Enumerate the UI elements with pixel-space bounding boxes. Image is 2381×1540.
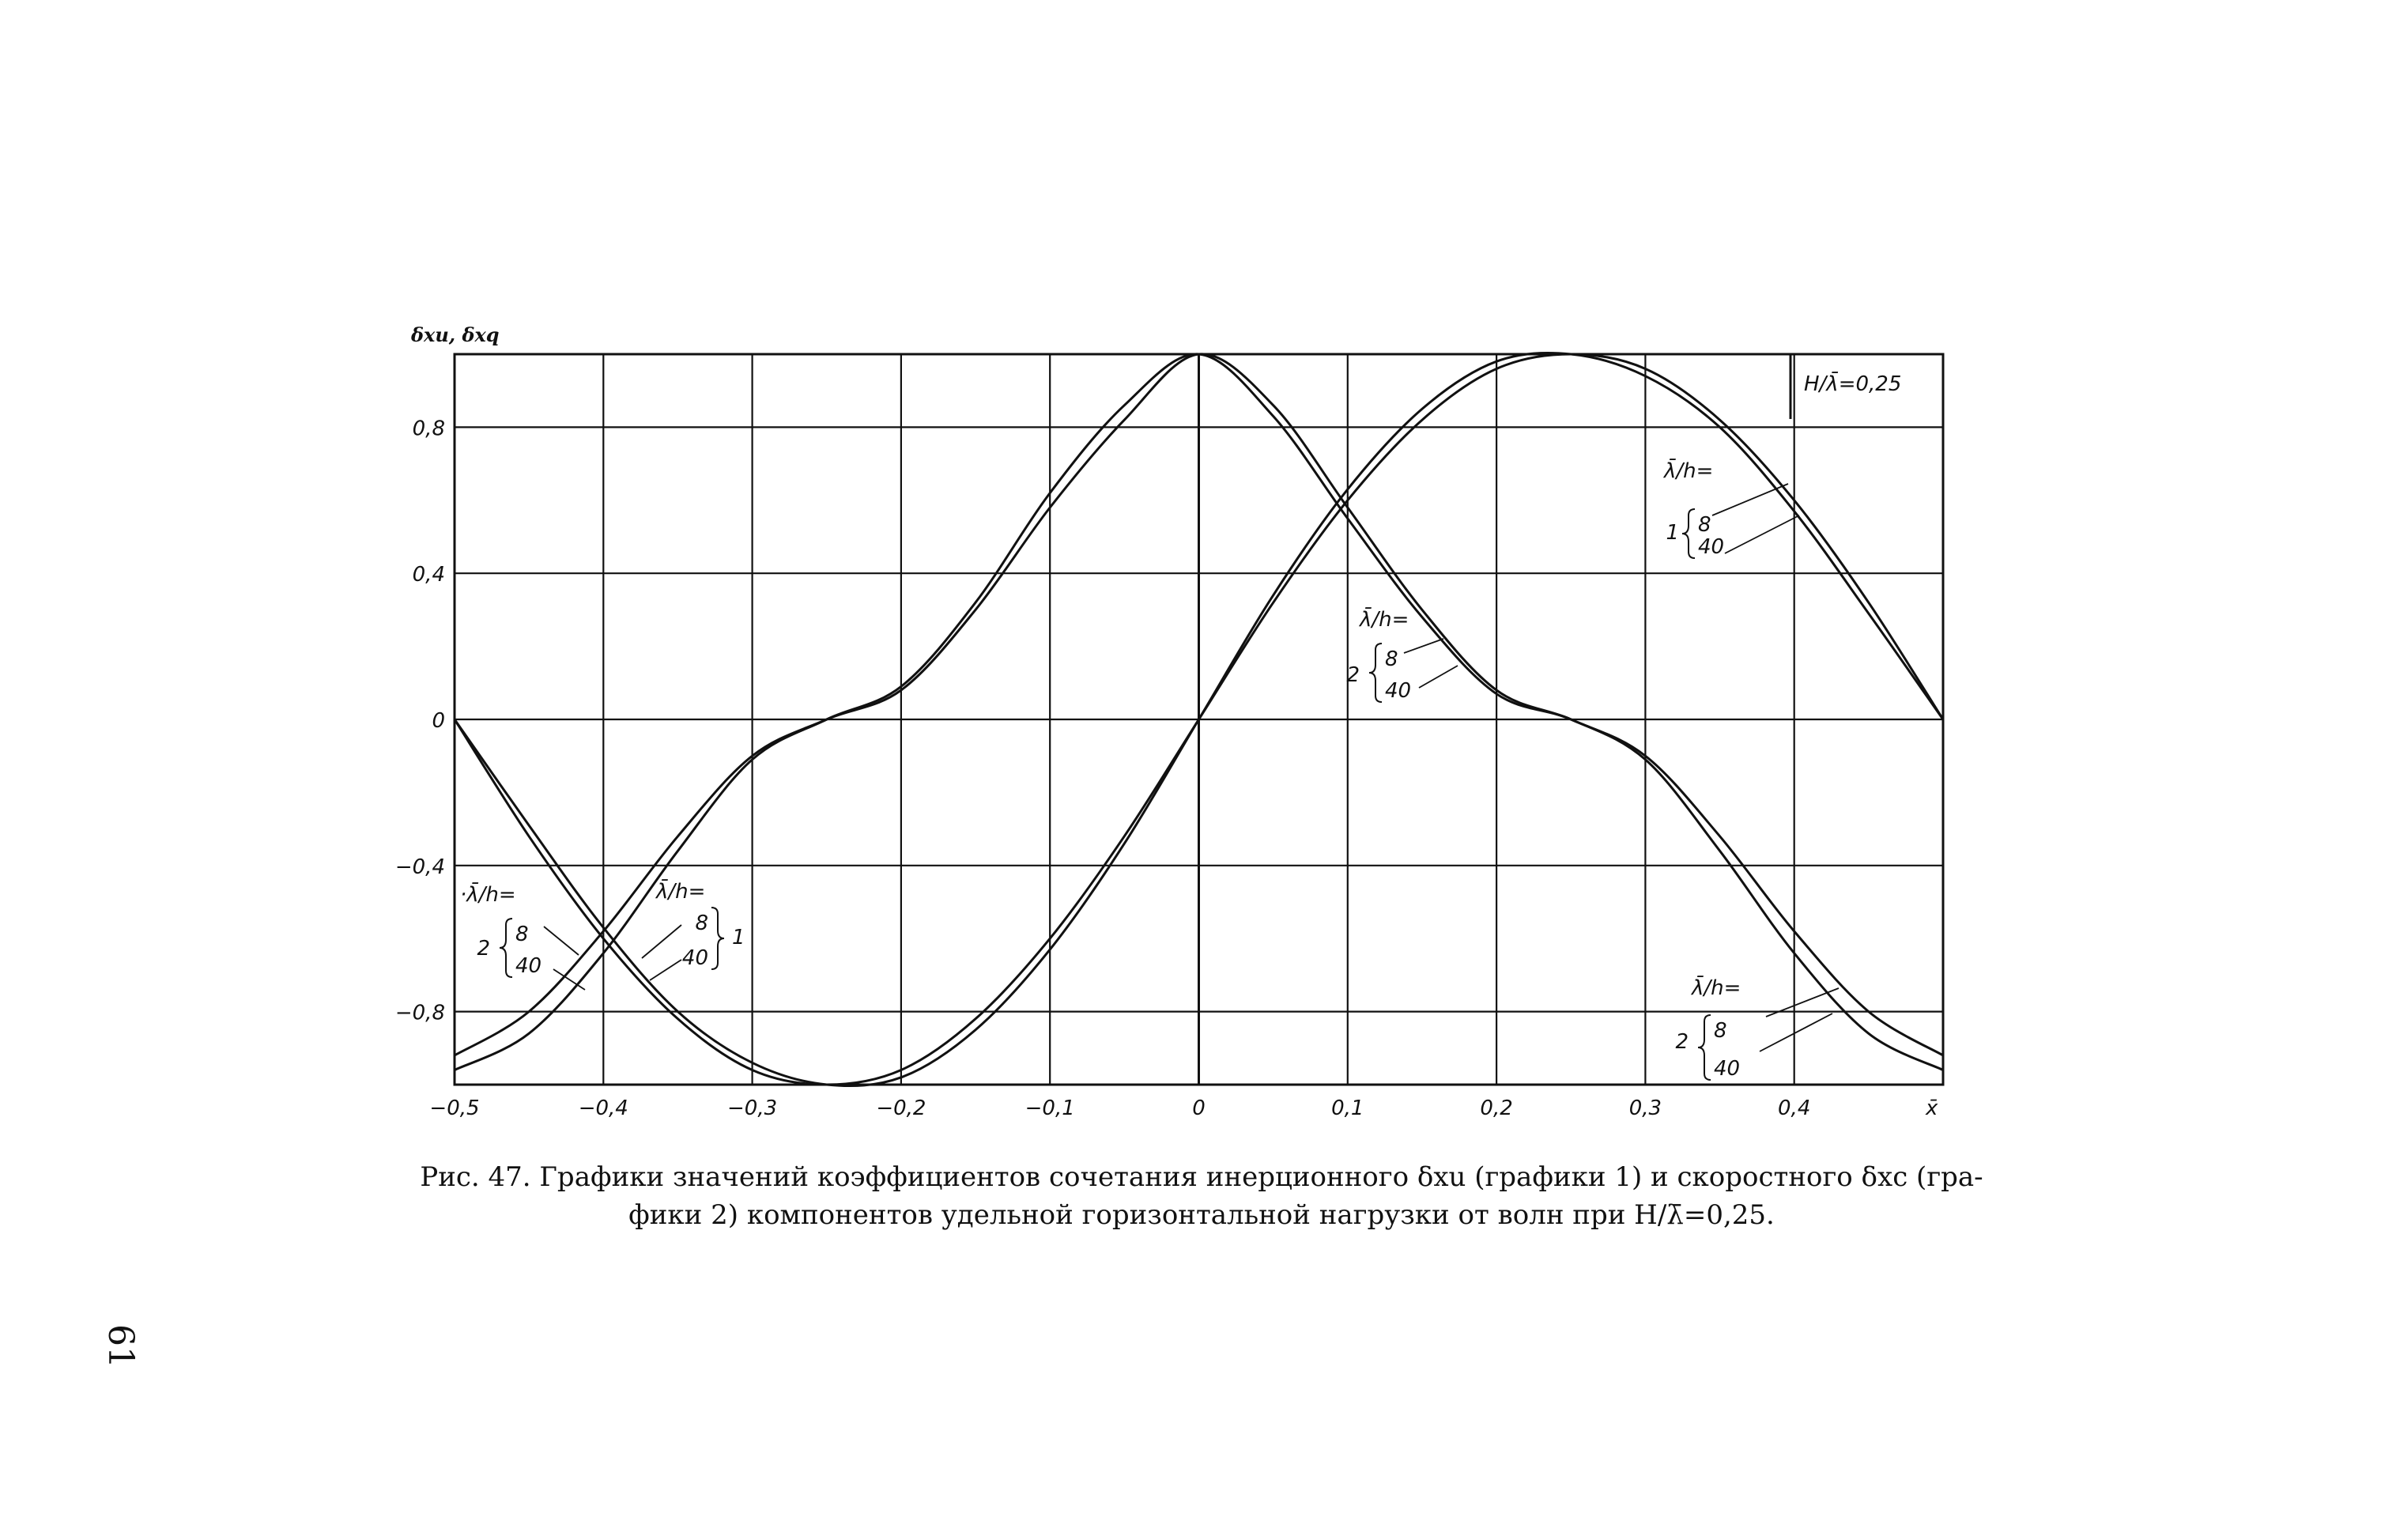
curves (453, 351, 1945, 1088)
x-axis-label: x̄ (1925, 1096, 1938, 1120)
y-tick-label-2: 0 (432, 709, 445, 733)
annotation-group: 2 (477, 937, 490, 961)
caption-line-1: Рис. 47. Графики значений коэффициентов … (420, 1161, 1983, 1193)
annotation-brace (499, 918, 513, 978)
annotation-ann-left-2: ·λ̄/h= 2 8 40 (460, 881, 586, 991)
annotation-ann-bottom-right: λ̄/h= 2 8 40 (1675, 975, 1840, 1081)
annotation-group: 1 (1666, 521, 1679, 545)
caption-line-2: фики 2) компонентов удельной горизонталь… (628, 1199, 1775, 1231)
y-tick-label-4: −0,8 (395, 1002, 445, 1025)
series-1-40 (453, 351, 1945, 1088)
annotation-brace (1697, 1014, 1711, 1081)
legend-box: H/λ̄=0,25 (1789, 354, 1901, 419)
annotation-brace (711, 907, 725, 970)
annotation-value-0: 8 (515, 923, 529, 946)
x-tick-label-4: −0,1 (1025, 1096, 1075, 1120)
annotation-leader-0 (1711, 483, 1789, 516)
annotation-lead: λ̄/h= (1690, 975, 1741, 1000)
annotation-lead: ·λ̄/h= (460, 881, 516, 907)
x-tick-label-7: 0,2 (1480, 1096, 1512, 1120)
annotation-value-1: 40 (682, 946, 708, 970)
annotation-leader-1 (553, 968, 586, 991)
annotation-lead: λ̄/h= (1358, 606, 1409, 632)
annotation-value-1: 40 (515, 954, 541, 978)
annotation-value-1: 40 (1714, 1057, 1740, 1081)
annotation-group: 2 (1675, 1030, 1689, 1054)
y-tick-label-1: 0,4 (413, 563, 445, 587)
annotation-leader-0 (543, 926, 579, 956)
annotation-value-0: 8 (1698, 513, 1711, 537)
x-tick-label-9: 0,4 (1778, 1096, 1810, 1120)
tick-labels: −0,5 −0,4 −0,3 −0,2 −0,1 0 0,1 0,2 0,3 0,4 0,8 0,4 0… (395, 417, 1811, 1120)
annotation-brace (1681, 508, 1696, 559)
annotation-ann-top-right: λ̄/h= 1 840 (1662, 458, 1800, 559)
y-tick-label-3: −0,4 (395, 855, 445, 879)
annotation-lead: λ̄/h= (1662, 458, 1713, 483)
annotation-leader-0 (1403, 638, 1444, 654)
annotation-leader-1 (649, 959, 682, 981)
x-tick-label-8: 0,3 (1629, 1096, 1662, 1120)
x-tick-label-2: −0,3 (727, 1096, 777, 1120)
figure-caption: Рис. 47. Графики значений коэффициентов … (411, 1158, 1992, 1234)
annotation-leader-1 (1724, 515, 1800, 554)
annotation-leader-0 (1765, 987, 1840, 1017)
annotation-group: 2 (1346, 663, 1360, 687)
annotation-leader-1 (1418, 665, 1458, 689)
annotation-leader-0 (641, 924, 682, 959)
annotation-brace (1368, 643, 1383, 703)
x-tick-label-0: −0,5 (429, 1096, 479, 1120)
x-tick-label-3: −0,2 (876, 1096, 926, 1120)
y-tick-label-0: 0,8 (413, 417, 445, 440)
annotation-value-1: 40 (1698, 535, 1724, 559)
annotation-leader-1 (1759, 1013, 1833, 1052)
annotation-ann-center: λ̄/h= 2 8 40 (1346, 606, 1458, 703)
annotation-value-1: 40 (1385, 679, 1411, 703)
x-tick-label-1: −0,4 (579, 1096, 628, 1120)
y-axis-label: δxu, δxq (410, 323, 500, 346)
x-tick-label-6: 0,1 (1331, 1096, 1364, 1120)
annotation-ann-left-1: λ̄/h= 1 8 40 (641, 878, 745, 981)
x-tick-label-5: 0 (1192, 1096, 1206, 1120)
annotations: λ̄/h=1 840λ̄/h=2840·λ̄/h=2840λ̄/h=1840λ̄/… (460, 458, 1840, 1081)
series-2-40 (454, 353, 1944, 1071)
annotation-group: 1 (732, 926, 745, 949)
annotation-value-0: 8 (695, 912, 708, 935)
chart-title: H/λ̄=0,25 (1804, 371, 1901, 396)
annotation-value-0: 8 (1714, 1019, 1727, 1043)
page-number: 61 (100, 1324, 141, 1368)
annotation-value-0: 8 (1385, 647, 1398, 671)
annotation-lead: λ̄/h= (655, 878, 705, 904)
